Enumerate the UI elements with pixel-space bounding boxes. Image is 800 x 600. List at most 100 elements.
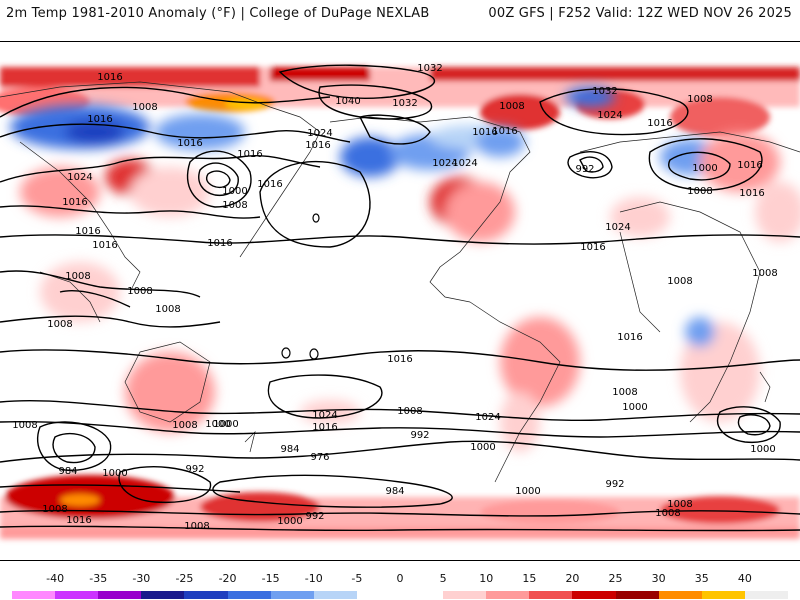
isobar-label: 1008 (184, 521, 209, 532)
isobar-label: 1016 (617, 332, 642, 343)
colorbar-tick-label: -10 (304, 572, 323, 585)
isobar-label: 1016 (647, 118, 672, 129)
isobar-label: 1016 (66, 515, 91, 526)
colorbar-segment (313, 591, 357, 599)
isobar-label: 1016 (92, 240, 117, 251)
colorbar-segment (55, 591, 99, 599)
isobar-label: 1008 (132, 102, 157, 113)
isobar-label: 1008 (42, 504, 67, 515)
colorbar-tick-label: 20 (565, 572, 580, 585)
isobar-label: 1032 (592, 86, 617, 97)
isobar-label: 1000 (213, 419, 238, 430)
anomaly-map: 1016 1008 1016 1016 1024 1016 1016 1000 1008 1016… (0, 41, 800, 561)
isobar-label: 1000 (222, 186, 247, 197)
isobar-label: 984 (58, 466, 77, 477)
colorbar-tick-label: -15 (261, 572, 280, 585)
isobar-label: 1008 (397, 406, 422, 417)
isobar-label: 1016 (87, 114, 112, 125)
colorbar-segment (615, 591, 659, 599)
colorbar-tick-label: 25 (608, 572, 623, 585)
colorbar-segment (486, 591, 530, 599)
isobar-label: 1024 (312, 410, 337, 421)
isobar-label: 1024 (452, 158, 477, 169)
isobar-label: 1000 (515, 486, 540, 497)
header: 2m Temp 1981-2010 Anomaly (°F) | College… (0, 0, 800, 40)
isobar-label: 1008 (155, 304, 180, 315)
isobar-label: 1000 (277, 516, 302, 527)
colorbar-tick-label: -30 (132, 572, 151, 585)
isobar-label: 1008 (667, 276, 692, 287)
isobar-label: 1008 (752, 268, 777, 279)
isobar-label: 1008 (172, 420, 197, 431)
colorbar-segment (572, 591, 616, 599)
colorbar-segment (658, 591, 702, 599)
colorbar-tick-label: -25 (175, 572, 194, 585)
isobars (0, 64, 800, 532)
colorbar-tick-label: 0 (396, 572, 404, 585)
isobar-label: 1016 (257, 179, 282, 190)
isobar-label: 1008 (687, 94, 712, 105)
isobar-label: 1016 (207, 238, 232, 249)
isobar-label: 1016 (312, 422, 337, 433)
isobar-label: 1008 (127, 286, 152, 297)
isobar-label: 992 (605, 479, 624, 490)
colorbar-segment (399, 591, 444, 599)
isobar-label: 992 (305, 511, 324, 522)
isobar-label: 1008 (667, 499, 692, 510)
colorbar-tick-label: 5 (439, 572, 447, 585)
isobar-label: 1016 (472, 127, 497, 138)
map-title: 2m Temp 1981-2010 Anomaly (°F) | College… (6, 6, 430, 21)
isobar-labels: 1016100810161016102410161016100010081016… (12, 63, 777, 532)
isobar-label: 1016 (305, 140, 330, 151)
colorbar-labels: -40 -35 -30 -25 -20 -15 -10 -5 0 5 10 15 20 25 30 35 40 (0, 572, 800, 588)
isobar-label: 1008 (65, 271, 90, 282)
isobar-label: 1024 (475, 412, 500, 423)
isobar-label: 1016 (237, 149, 262, 160)
isobar-label: 1024 (597, 110, 622, 121)
isobar-label: 1008 (12, 420, 37, 431)
isobar-label: 1000 (205, 419, 230, 430)
isobar-label: 1024 (432, 158, 457, 169)
isobar-label: 992 (185, 464, 204, 475)
isobar-label: 1000 (692, 163, 717, 174)
isobar-label: 1032 (392, 98, 417, 109)
isobar-label: 1000 (102, 468, 127, 479)
colorbar-segment (270, 591, 314, 599)
colorbar-tick-label: 35 (694, 572, 709, 585)
isobar-label: 984 (280, 444, 299, 455)
colorbar-segment (227, 591, 271, 599)
isobar-label: 1008 (687, 186, 712, 197)
colorbar-tick-label: -20 (218, 572, 237, 585)
isobar-label: 1016 (97, 72, 122, 83)
isobar-label: 992 (410, 430, 429, 441)
isobar-label: 1000 (470, 442, 495, 453)
colorbar-segment (356, 591, 400, 599)
isobar-label: 1024 (605, 222, 630, 233)
colorbar-tick-label: -35 (89, 572, 108, 585)
isobar-label: 1000 (750, 444, 775, 455)
isobar-label: 1016 (387, 354, 412, 365)
colorbar-segment (98, 591, 142, 599)
isobar-label: 1016 (75, 226, 100, 237)
isobar-label: 984 (385, 486, 404, 497)
colorbar-tick-label: -5 (351, 572, 363, 585)
isobar-label: 1016 (580, 242, 605, 253)
isobar-label: 1000 (622, 402, 647, 413)
colorbar-segment (184, 591, 228, 599)
isobar-label: 1008 (655, 508, 680, 519)
colorbar-tick-label: 15 (522, 572, 537, 585)
isobar-label: 1024 (67, 172, 92, 183)
colorbar-tick-label: 40 (737, 572, 752, 585)
colorbar (12, 591, 788, 599)
colorbar-segment (529, 591, 573, 599)
colorbar-tick-label: 30 (651, 572, 666, 585)
isobar-label: 1016 (739, 188, 764, 199)
map-svg: 1016100810161016102410161016100010081016… (0, 63, 800, 539)
isobar-label: 976 (310, 452, 329, 463)
isobar-label: 1040 (335, 96, 360, 107)
isobar-label: 1016 (62, 197, 87, 208)
colorbar-segment (443, 591, 487, 599)
isobar-label: 1032 (417, 63, 442, 74)
isobar-label: 1008 (612, 387, 637, 398)
isobar-label: 1024 (307, 128, 332, 139)
